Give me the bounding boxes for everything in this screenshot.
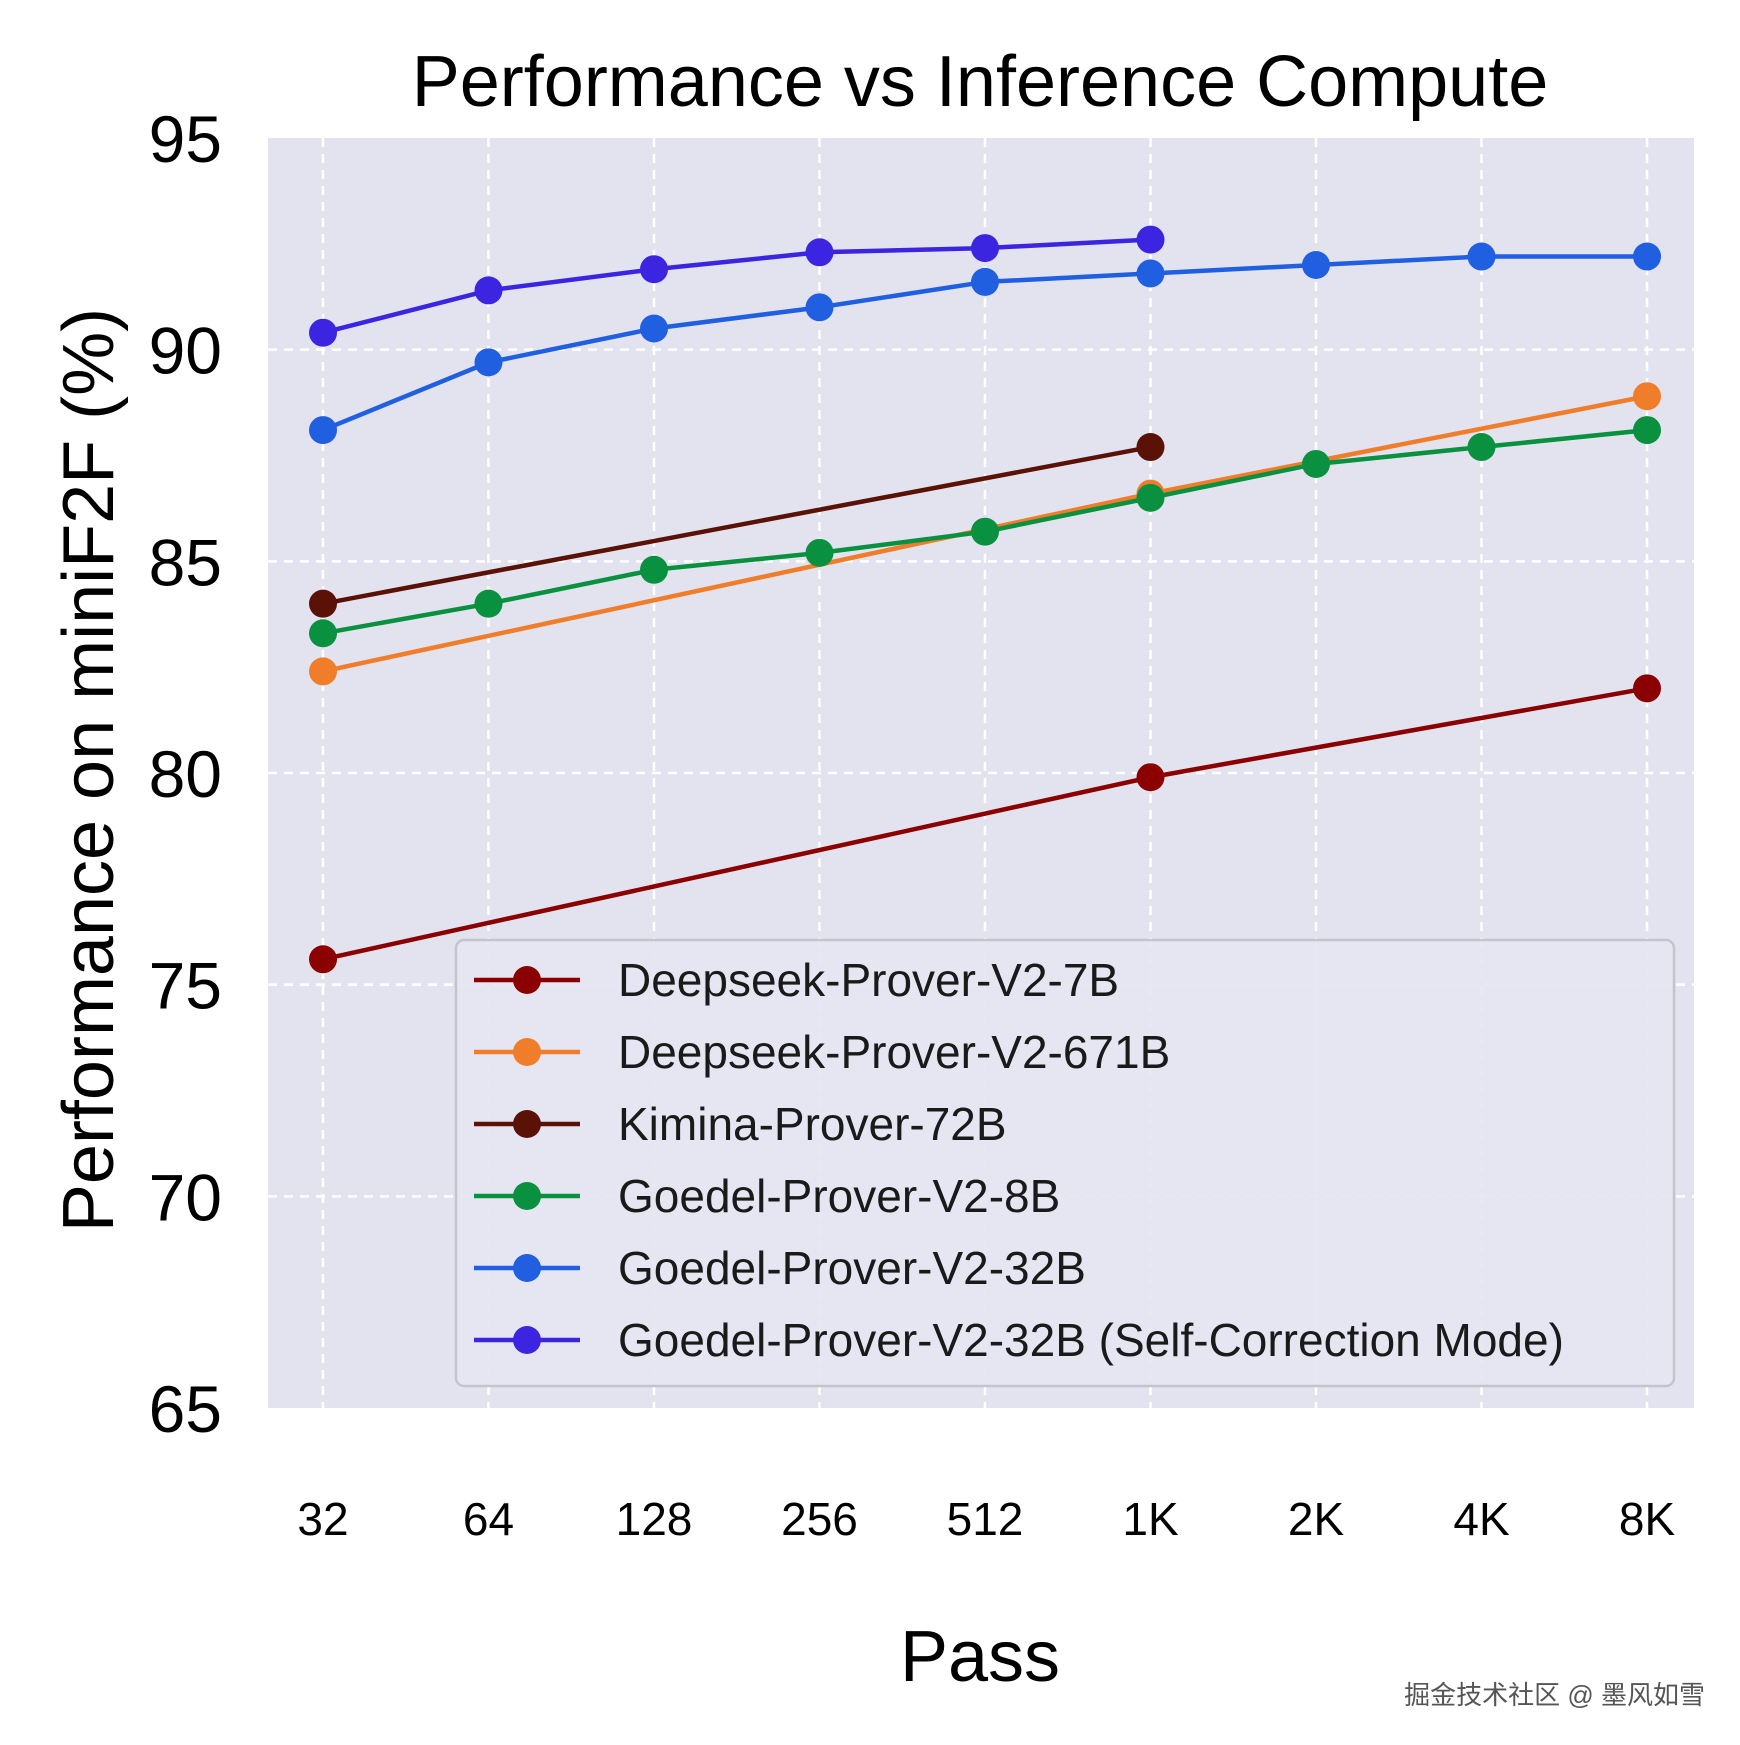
- legend-label: Deepseek-Prover-V2-671B: [618, 1026, 1170, 1078]
- y-tick-label: 70: [149, 1160, 222, 1234]
- legend-marker: [513, 1254, 541, 1282]
- data-point: [309, 318, 337, 347]
- data-point: [640, 255, 668, 284]
- data-point: [474, 348, 503, 377]
- y-tick-label: 85: [149, 525, 222, 599]
- data-point: [1302, 449, 1330, 478]
- y-tick-label: 80: [149, 737, 222, 811]
- data-point: [1633, 382, 1661, 411]
- data-point: [309, 619, 337, 648]
- x-tick-label: 32: [297, 1493, 348, 1545]
- x-tick-label: 256: [781, 1493, 858, 1545]
- data-point: [309, 945, 337, 974]
- legend-marker: [513, 1182, 541, 1210]
- series-line: [322, 237, 1151, 335]
- data-point: [1136, 433, 1165, 462]
- data-point: [1136, 225, 1165, 254]
- series-3: [309, 416, 1661, 648]
- data-point: [805, 238, 834, 267]
- x-tick-label: 512: [947, 1493, 1024, 1545]
- legend-item: Kimina-Prover-72B: [474, 1098, 1007, 1150]
- legend-marker: [513, 1326, 541, 1354]
- data-point: [640, 555, 668, 584]
- tick-labels: 32 64 128 256 512 1K 2K 4K 8K 65 70 75 80 85 90 95: [149, 102, 1676, 1545]
- legend-item: Deepseek-Prover-V2-671B: [474, 1026, 1170, 1078]
- legend-label: Goedel-Prover-V2-32B: [618, 1242, 1086, 1294]
- x-tick-label: 128: [616, 1493, 693, 1545]
- data-point: [640, 314, 668, 343]
- series-2: [309, 433, 1165, 618]
- legend-marker: [513, 1110, 541, 1138]
- x-tick-label: 1K: [1122, 1493, 1179, 1545]
- legend-item: Goedel-Prover-V2-32B (Self-Correction Mo…: [474, 1314, 1564, 1366]
- legend: Deepseek-Prover-V2-7B Deepseek-Prover-V2-…: [454, 938, 1676, 1388]
- series-4: [309, 242, 1661, 445]
- data-point: [1633, 674, 1661, 703]
- data-point: [309, 657, 337, 686]
- series-layer: [309, 225, 1661, 974]
- x-axis-label: Pass: [900, 1617, 1060, 1697]
- legend-label: Goedel-Prover-V2-8B: [618, 1170, 1060, 1222]
- y-tick-label: 95: [149, 102, 222, 176]
- x-tick-label: 8K: [1619, 1493, 1676, 1545]
- y-tick-label: 75: [149, 949, 222, 1023]
- data-point: [1633, 242, 1661, 271]
- data-point: [971, 267, 999, 296]
- x-tick-label: 2K: [1288, 1493, 1345, 1545]
- data-point: [971, 517, 999, 546]
- chart-title: Performance vs Inference Compute: [412, 42, 1549, 122]
- data-point: [1136, 259, 1165, 288]
- data-point: [971, 234, 999, 263]
- data-point: [1467, 433, 1496, 462]
- legend-item: Deepseek-Prover-V2-7B: [474, 954, 1119, 1006]
- data-point: [1136, 763, 1165, 792]
- series-5: [309, 225, 1165, 347]
- legend-marker: [513, 966, 541, 994]
- legend-label: Goedel-Prover-V2-32B (Self-Correction Mo…: [618, 1314, 1564, 1366]
- watermark-text: 掘金技术社区 @ 墨风如雪: [1404, 1680, 1705, 1710]
- x-tick-label: 4K: [1453, 1493, 1510, 1545]
- data-point: [805, 293, 834, 322]
- data-point: [309, 416, 337, 445]
- data-point: [474, 276, 503, 305]
- x-tick-label: 64: [463, 1493, 514, 1545]
- legend-label: Kimina-Prover-72B: [618, 1098, 1007, 1150]
- legend-item: Goedel-Prover-V2-32B: [474, 1242, 1086, 1294]
- data-point: [1633, 416, 1661, 445]
- y-tick-label: 65: [149, 1372, 222, 1446]
- data-point: [1136, 483, 1165, 512]
- legend-marker: [513, 1038, 541, 1066]
- data-point: [805, 538, 834, 567]
- legend-item: Goedel-Prover-V2-8B: [474, 1170, 1060, 1222]
- data-point: [474, 589, 503, 618]
- y-axis-label: Performance on miniF2F (%): [49, 308, 129, 1232]
- series-line: [322, 444, 1151, 606]
- data-point: [309, 589, 337, 618]
- series-0: [309, 674, 1661, 974]
- data-point: [1302, 251, 1330, 279]
- data-point: [1467, 242, 1496, 271]
- y-tick-label: 90: [149, 314, 222, 388]
- legend-label: Deepseek-Prover-V2-7B: [618, 954, 1119, 1006]
- legend-box: [454, 938, 1676, 1388]
